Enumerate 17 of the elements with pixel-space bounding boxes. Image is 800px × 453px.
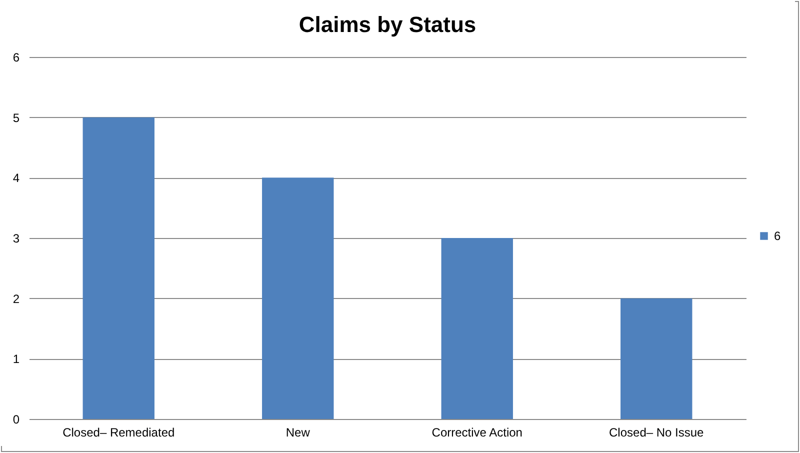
bar	[620, 298, 692, 419]
y-tick-label: 5	[12, 110, 20, 125]
y-tick-label: 2	[12, 292, 20, 306]
x-tick-label: New	[286, 426, 310, 440]
x-tick-label: Closed– No Issue	[609, 426, 704, 440]
bar	[262, 178, 334, 419]
y-tick-label: 0	[12, 412, 20, 426]
legend-label: 6	[774, 229, 781, 243]
x-tick-label: Corrective Action	[432, 426, 522, 440]
y-tick-label: 1	[12, 352, 20, 366]
chart-title: Claims by Status	[298, 12, 476, 37]
y-tick-label: 3	[12, 232, 20, 246]
x-tick-label: Closed– Remediated	[62, 426, 175, 440]
y-tick-label: 4	[12, 171, 20, 186]
bar	[441, 238, 513, 419]
bar	[82, 117, 154, 419]
y-tick-label: 6	[12, 50, 20, 64]
